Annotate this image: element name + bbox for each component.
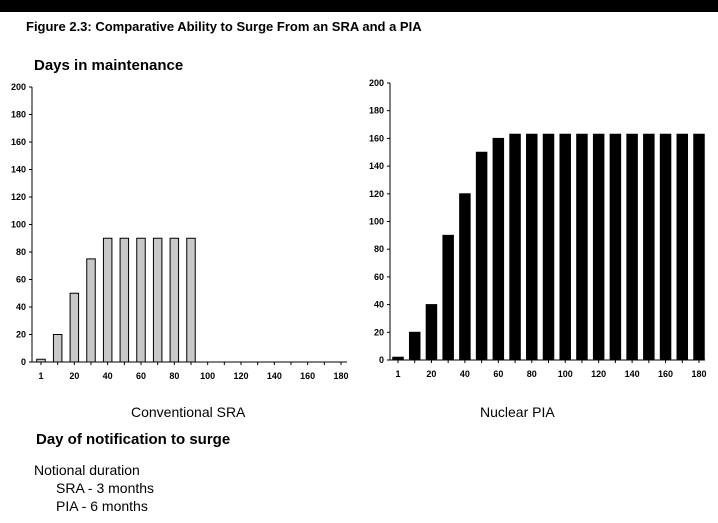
pia-bar: [492, 137, 505, 361]
pia-bar: [442, 234, 454, 361]
pia-y-tick-label: 200: [369, 78, 384, 88]
sra-y-tick-label: 60: [16, 275, 26, 285]
pia-bar: [693, 133, 705, 361]
sra-y-tick-label: 20: [16, 330, 26, 340]
sra-x-tick-label: 40: [103, 371, 113, 381]
sra-x-tick-label: 160: [300, 371, 315, 381]
pia-x-tick-label: 100: [558, 369, 573, 379]
pia-x-tick-label: 60: [493, 369, 503, 379]
pia-bar: [425, 304, 438, 361]
pia-bar: [592, 133, 605, 361]
sra-x-tick-label: 120: [233, 371, 248, 381]
sra-bar: [136, 237, 146, 363]
sra-x-tick-label: 1: [38, 371, 43, 381]
sra-bar: [69, 292, 80, 363]
pia-bar: [408, 331, 421, 361]
pia-bar: [559, 133, 571, 361]
sra-y-tick-label: 100: [11, 220, 26, 230]
pia-bar: [392, 356, 404, 361]
sra-x-tick-label: 100: [200, 371, 215, 381]
sra-bar: [152, 237, 163, 363]
pia-y-tick-label: 40: [374, 300, 384, 310]
pia-y-tick-label: 120: [369, 189, 384, 199]
notional-line-pia: PIA - 6 months: [56, 498, 148, 514]
pia-bar: [509, 133, 521, 361]
notional-heading: Notional duration: [34, 462, 140, 478]
sra-y-tick-label: 0: [21, 357, 26, 367]
pia-x-tick-label: 80: [527, 369, 537, 379]
pia-x-tick-label: 1: [395, 369, 400, 379]
sra-y-tick-label: 180: [11, 110, 26, 120]
sra-x-tick-label: 20: [69, 371, 79, 381]
pia-y-tick-label: 20: [374, 327, 384, 337]
sra-y-tick-label: 140: [11, 165, 26, 175]
pia-bar: [626, 133, 638, 361]
pia-bar: [659, 133, 672, 361]
pia-y-tick-label: 80: [374, 244, 384, 254]
notional-duration-block: Notional duration SRA - 3 months PIA - 6…: [34, 461, 154, 515]
pia-y-tick-label: 0: [379, 355, 384, 365]
pia-x-tick-label: 120: [591, 369, 606, 379]
pia-x-tick-label: 40: [460, 369, 470, 379]
pia-bar: [609, 133, 622, 361]
figure-title: Figure 2.3: Comparative Ability to Surge…: [26, 19, 422, 34]
pia-bar: [526, 133, 538, 361]
sra-bar: [102, 237, 113, 363]
x-axis-label: Day of notification to surge: [36, 431, 231, 448]
top-border-bar: [0, 0, 718, 12]
sra-bar: [52, 334, 63, 363]
pia-bar: [475, 151, 488, 361]
sra-y-tick-label: 160: [11, 137, 26, 147]
pia-y-tick-label: 100: [369, 217, 384, 227]
pia-bar: [576, 133, 588, 361]
sra-x-tick-label: 140: [267, 371, 282, 381]
pia-y-tick-label: 60: [374, 272, 384, 282]
sra-bar: [169, 237, 180, 363]
pia-bar: [459, 193, 471, 361]
pia-bar: [643, 133, 655, 361]
chart-caption-sra: Conventional SRA: [131, 404, 246, 420]
pia-x-tick-label: 180: [691, 369, 706, 379]
pia-x-tick-label: 20: [426, 369, 436, 379]
sra-bar: [86, 258, 96, 363]
sra-y-tick-label: 120: [11, 192, 26, 202]
sra-bar: [119, 237, 130, 363]
pia-y-tick-label: 140: [369, 161, 384, 171]
sra-x-tick-label: 60: [136, 371, 146, 381]
sra-x-tick-label: 80: [169, 371, 179, 381]
sra-x-tick-label: 180: [333, 371, 348, 381]
chart-caption-pia: Nuclear PIA: [480, 404, 555, 420]
sra-bar: [36, 358, 46, 363]
pia-y-tick-label: 180: [369, 106, 384, 116]
y-axis-label: Days in maintenance: [34, 57, 184, 74]
pia-y-tick-label: 160: [369, 133, 384, 143]
sra-bar: [186, 237, 196, 363]
pia-bar: [542, 133, 555, 361]
sra-y-tick-label: 40: [16, 302, 26, 312]
pia-x-tick-label: 140: [625, 369, 640, 379]
sra-y-tick-label: 200: [11, 82, 26, 92]
pia-bar: [676, 133, 689, 361]
sra-y-tick-label: 80: [16, 247, 26, 257]
pia-x-tick-label: 160: [658, 369, 673, 379]
notional-line-sra: SRA - 3 months: [56, 480, 155, 496]
